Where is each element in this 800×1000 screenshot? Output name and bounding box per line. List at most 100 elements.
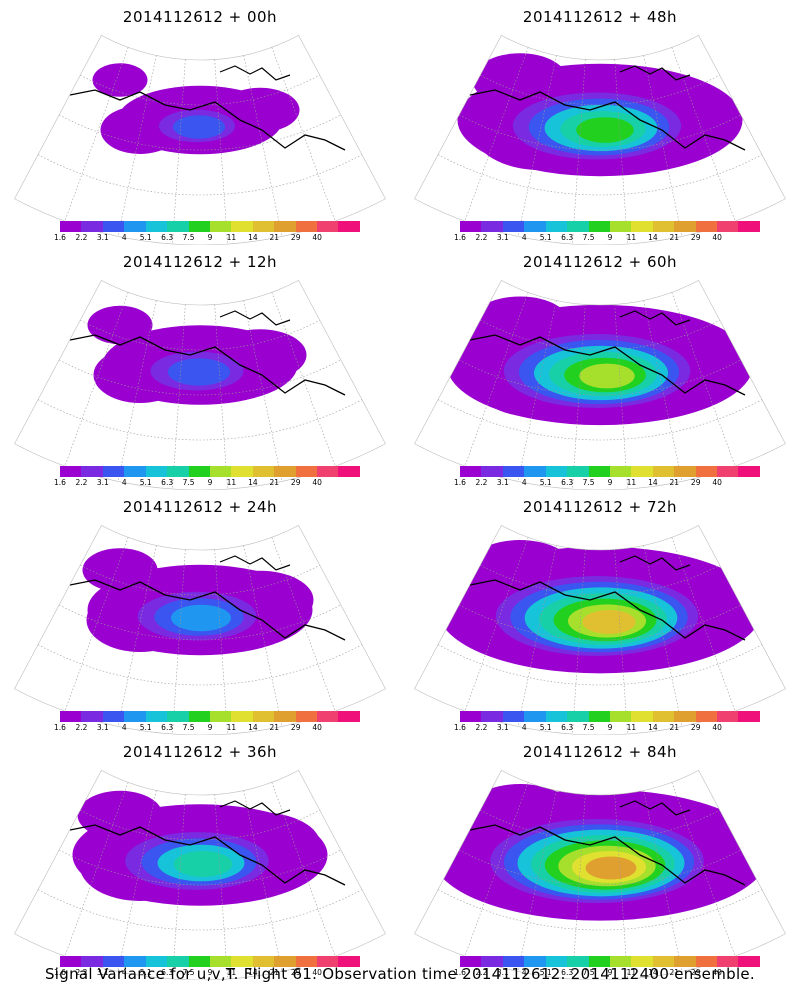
- colorbar-swatch: [295, 466, 318, 477]
- colorbar-label: 3.1: [96, 233, 109, 242]
- colorbar-swatch: [524, 711, 546, 722]
- colorbar-swatch: [145, 956, 168, 967]
- colorbar-label: 4: [121, 233, 127, 242]
- colorbar-swatch: [717, 221, 739, 232]
- coastline: [69, 579, 346, 641]
- colorbar-swatch: [295, 956, 318, 967]
- colorbar-swatch: [695, 956, 718, 967]
- colorbar-swatch: [209, 956, 232, 967]
- variance-field: [82, 548, 314, 656]
- colorbar-label: 4: [521, 233, 527, 242]
- colorbar-label: 21: [669, 233, 680, 242]
- colorbar-label: 5.1: [539, 723, 552, 732]
- colorbar-label: 2.2: [475, 968, 488, 977]
- colorbar-swatch: [231, 466, 253, 477]
- colorbar: 1.6 2.2 3.1 4 5.1 6.3 7.5 9 11 14 21 29 40: [54, 466, 360, 490]
- colorbar-label: 6.3: [561, 478, 574, 487]
- colorbar-label: 9: [607, 968, 613, 977]
- colorbar-swatch: [545, 466, 568, 477]
- colorbar-swatch: [588, 711, 610, 722]
- colorbar-label: 21: [269, 233, 280, 242]
- coastline: [69, 334, 346, 396]
- colorbar-label: 14: [648, 233, 658, 242]
- colorbar-label: 7.5: [582, 233, 595, 242]
- colorbar-swatch: [674, 221, 696, 232]
- colorbar-label: 9: [207, 968, 213, 977]
- colorbar-swatch: [60, 956, 82, 967]
- variance-map: [414, 525, 786, 735]
- colorbar-swatch: [274, 956, 296, 967]
- colorbar-label: 4: [521, 968, 527, 977]
- colorbar-swatch: [738, 466, 760, 477]
- colorbar-label: 4: [121, 723, 127, 732]
- panel-title: 2014112612 + 60h: [522, 253, 678, 271]
- arctic-islands: [619, 310, 691, 326]
- panel-title: 2014112612 + 72h: [522, 498, 678, 516]
- variance-contour: [585, 856, 637, 880]
- colorbar-swatch: [209, 466, 232, 477]
- colorbar-swatch: [481, 221, 503, 232]
- colorbar-label: 1.6: [454, 968, 466, 977]
- colorbar-swatch: [738, 711, 760, 722]
- colorbar-swatch: [524, 956, 546, 967]
- panel-title: 2014112612 + 12h: [122, 253, 278, 271]
- colorbar-label: 6.3: [161, 233, 174, 242]
- colorbar-label: 7.5: [182, 233, 195, 242]
- coastline: [69, 824, 346, 886]
- colorbar-swatch: [274, 711, 296, 722]
- colorbar-label: 1.6: [54, 478, 66, 487]
- colorbar-swatch: [81, 221, 103, 232]
- variance-field: [447, 296, 753, 426]
- colorbar-label: 21: [669, 723, 680, 732]
- map-boundary: [414, 770, 786, 980]
- arctic-islands: [619, 555, 691, 571]
- map-boundary: [14, 35, 386, 245]
- colorbar-swatch: [60, 711, 82, 722]
- coastline: [469, 89, 746, 151]
- graticule: [37, 782, 363, 980]
- arctic-islands: [619, 800, 691, 816]
- colorbar-swatch: [717, 711, 739, 722]
- colorbar-label: 40: [712, 233, 722, 242]
- colorbar-label: 21: [669, 478, 680, 487]
- colorbar-label: 21: [269, 968, 280, 977]
- colorbar-label: 5.1: [139, 233, 152, 242]
- colorbar-swatch: [252, 956, 275, 967]
- colorbar-label: 2.2: [75, 723, 88, 732]
- colorbar-label: 11: [226, 968, 237, 977]
- panel-title: 2014112612 + 36h: [122, 743, 278, 761]
- colorbar-label: 3.1: [496, 478, 509, 487]
- colorbar-label: 7.5: [182, 723, 195, 732]
- colorbar-swatch: [588, 956, 610, 967]
- colorbar-swatch: [167, 711, 189, 722]
- colorbar-swatch: [674, 711, 696, 722]
- panel-title: 2014112612 + 84h: [522, 743, 678, 761]
- colorbar-swatch: [609, 466, 632, 477]
- colorbar-label: 9: [607, 233, 613, 242]
- arctic-islands: [219, 310, 291, 326]
- colorbar-label: 1.6: [454, 723, 466, 732]
- colorbar-label: 11: [626, 723, 637, 732]
- graticule: [37, 537, 363, 735]
- colorbar-swatch: [738, 221, 760, 232]
- colorbar-swatch: [481, 711, 503, 722]
- colorbar-swatch: [338, 221, 360, 232]
- colorbar-label: 40: [712, 478, 722, 487]
- colorbar-label: 40: [312, 968, 322, 977]
- colorbar-swatch: [252, 711, 275, 722]
- variance-map: [14, 770, 386, 980]
- colorbar-label: 29: [690, 968, 701, 977]
- colorbar-label: 14: [648, 478, 658, 487]
- variance-map: [414, 770, 786, 980]
- colorbar: 1.6 2.2 3.1 4 5.1 6.3 7.5 9 11 14 21 29 40: [454, 221, 760, 245]
- variance-contour: [92, 63, 148, 97]
- colorbar-swatch: [460, 221, 482, 232]
- colorbar-label: 7.5: [582, 478, 595, 487]
- colorbar-label: 3.1: [96, 723, 109, 732]
- variance-field: [72, 790, 328, 906]
- colorbar-label: 9: [207, 233, 213, 242]
- colorbar-label: 40: [312, 233, 322, 242]
- colorbar-swatch: [695, 466, 718, 477]
- colorbar-swatch: [252, 221, 275, 232]
- colorbar-label: 3.1: [96, 478, 109, 487]
